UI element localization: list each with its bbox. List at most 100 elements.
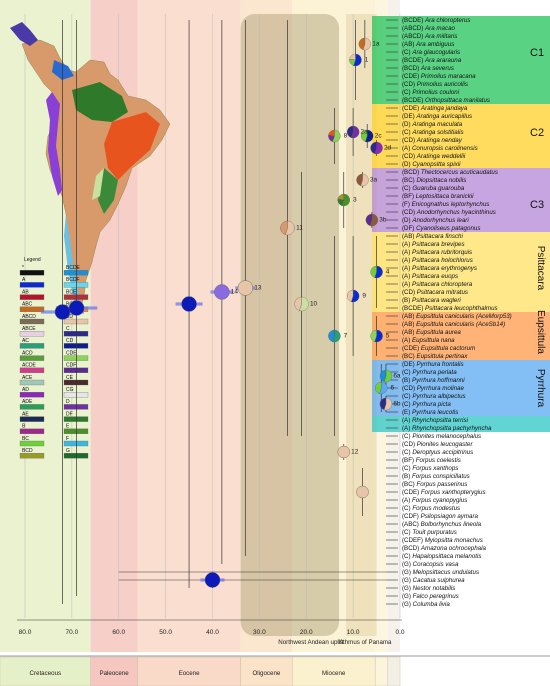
tip-species-name: Cyanopsitta spixii (412, 161, 461, 168)
tip-label: (CDE) Primolius maracana (402, 73, 476, 80)
range-pie-slice (375, 381, 382, 394)
tip-label: (E) Pyrrhura leucotis (402, 409, 458, 416)
tip-range-code: (CDE) (402, 489, 421, 496)
tip-label: (G) Cacatua sulphurea (402, 577, 465, 584)
tip-species-name: Columba livia (413, 601, 451, 608)
tip-species-name: Ara chloropterus (424, 17, 470, 24)
andean-uplift-band (240, 14, 340, 636)
tip-species-name: Eupsittula cactorum (421, 345, 475, 352)
legend-swatch (63, 270, 89, 276)
legend-item-label: BCD (22, 448, 33, 454)
range-pie (356, 485, 369, 499)
tip-range-code: (AB) (402, 313, 416, 320)
tip-range-code: (C) (402, 529, 412, 536)
tip-range-code: (A) (402, 281, 412, 288)
axis-tick-label: 30.0 (253, 629, 266, 636)
tip-species-name: Psittacara chloroptera (412, 281, 473, 288)
node-number: 3 (353, 197, 357, 204)
node-number: 8 (344, 133, 348, 140)
legend-item-label: ABCE (22, 326, 36, 332)
event-label-panama: Isthmus of Panama (338, 639, 392, 646)
tip-species-name: Eupsittula nana (412, 337, 455, 344)
tip-range-code: (C) (402, 369, 412, 376)
legend-swatch (63, 440, 89, 447)
tip-species-name: Diopsittaca nobilis (416, 177, 466, 184)
range-pie-slice (370, 265, 377, 278)
tip-species-name: Cacatua sulphurea (413, 577, 465, 584)
tip-range-code: (AB) (402, 329, 416, 336)
range-pie-slice (370, 329, 377, 342)
tip-label: (ABCD) Ara macao (402, 25, 456, 32)
tip-species-name: Pyrrhura perlata (412, 369, 457, 376)
legend-swatch (19, 428, 45, 434)
tip-label: (F) Enicognathus leptorhynchus (402, 201, 489, 208)
axis-tick-label: 0.0 (395, 629, 404, 636)
clade-label: C3 (530, 199, 544, 211)
node-number: 5 (386, 333, 390, 340)
node-number: 6 (390, 385, 394, 392)
legend-swatch (63, 355, 89, 361)
genus-label: Psittacara (535, 246, 546, 291)
range-pie-slice (358, 37, 365, 50)
clade-highlight (372, 360, 550, 416)
legend-item-label: CDE (66, 350, 77, 356)
node-number: 1 (365, 57, 369, 64)
tip-range-code: (F) (402, 201, 412, 208)
clade-highlight (372, 168, 550, 232)
legend-swatch (19, 270, 45, 276)
tip-species-name: Pyrrhura albipectus (412, 393, 465, 400)
tip-range-code: (CDE) (402, 73, 421, 80)
tip-label: (A) Forpus cyanopygius (402, 497, 467, 504)
tip-range-code: (D) (402, 217, 412, 224)
legend-swatch (63, 428, 89, 434)
era-name: Cretaceous (29, 670, 61, 677)
node-number: 14 (231, 289, 239, 296)
tip-label: (D) Aratinga maculata (402, 121, 463, 128)
tip-species-name: Aratinga weddellii (416, 153, 466, 160)
node-number: 1a (372, 41, 380, 48)
tip-range-code: (AB) (402, 41, 416, 48)
tip-range-code: (G) (402, 561, 413, 568)
legend-swatch (19, 306, 45, 312)
tip-species-name: Primolius couloni (412, 89, 459, 96)
tip-label: (BF) Forpus coelestis (402, 457, 461, 464)
era-name: Eocene (179, 670, 201, 677)
tip-species-name: Orthopsittaca manilatus (425, 97, 490, 104)
range-pie-slice (349, 53, 356, 61)
axis-tick-label: 60.0 (112, 629, 125, 636)
tip-label: (BCDE) Psittacara leucophthalmus (402, 305, 498, 312)
range-pie-slice (346, 125, 354, 138)
tip-range-code: (CD) (402, 209, 417, 216)
map-region-cerrado (98, 168, 118, 214)
range-pie (214, 284, 230, 300)
tip-label: (BCDE) Orthopsittaca manilatus (402, 97, 490, 104)
tip-label: (A) Psittacara brevipes (402, 241, 465, 248)
tip-range-code: (C) (402, 185, 412, 192)
tip-range-code: (CDE) (402, 345, 421, 352)
tip-range-code: (A) (402, 145, 412, 152)
tip-range-code: (B) (402, 377, 412, 384)
tip-range-code: (C) (402, 89, 412, 96)
legend-item-label: AE (22, 411, 29, 417)
tip-range-code: (CD) (402, 289, 417, 296)
tip-range-code: (BC) (402, 481, 416, 488)
tip-species-name: Psittacara leucophthalmus (425, 305, 498, 312)
tip-label: (A) Psittacara holochlorus (402, 257, 473, 264)
map-region-chaco (92, 168, 104, 200)
era-name: Miocene (322, 670, 346, 677)
tip-species-name: Pionites leucogaster (417, 441, 474, 448)
tip-range-code: (BCDE) (402, 305, 425, 312)
node-number: 11 (296, 225, 303, 232)
south-america-map (10, 22, 171, 311)
legend-item-label: ABCD (22, 314, 36, 320)
tip-label: (BCDE) Ara chloropterus (402, 17, 470, 24)
range-pie (54, 304, 71, 320)
map-region-amazon (72, 82, 128, 122)
tip-species-name: Ara militaris (424, 33, 457, 40)
range-pie-slice (280, 220, 288, 235)
tip-species-name: Pyrrhura hoffmanni (412, 377, 465, 384)
tip-label: (A) Rhynchopsitta terrisi (402, 417, 469, 424)
tip-range-code: (ABCD) (402, 33, 425, 40)
legend-swatch (63, 404, 89, 410)
tip-species-name: Amazona ochrocephala (420, 545, 487, 552)
